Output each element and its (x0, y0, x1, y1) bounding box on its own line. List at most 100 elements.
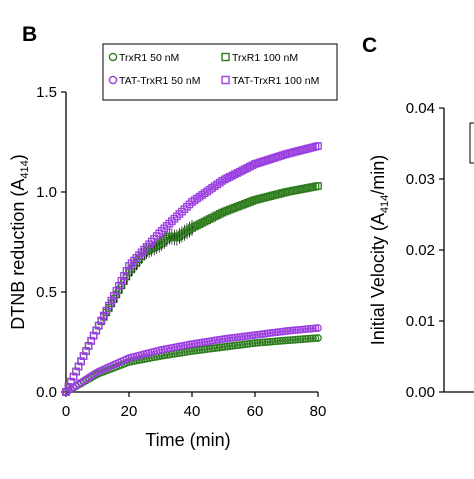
data-point (271, 337, 280, 346)
data-point (218, 208, 227, 217)
data-point (230, 203, 239, 212)
data-point (276, 152, 285, 160)
data-point (167, 232, 176, 241)
data-point (157, 239, 166, 247)
panel-b-label: B (22, 23, 37, 46)
data-point (89, 331, 98, 340)
data-point (281, 336, 290, 345)
data-point (94, 321, 103, 330)
data-point (258, 338, 267, 347)
data-point (296, 325, 305, 334)
data-point (185, 200, 194, 209)
data-point (278, 151, 287, 160)
data-point (110, 291, 118, 300)
data-point (162, 222, 171, 230)
legend-marker-tat-trxr1-50 (108, 75, 118, 85)
data-point (301, 325, 310, 334)
data-point (223, 206, 232, 215)
data-point (157, 226, 166, 235)
panel-b: B TrxR1 50 nM TrxR1 100 nM TAT-TrxR1 50 … (8, 23, 338, 450)
data-point (251, 160, 259, 168)
data-point (273, 152, 282, 161)
data-point (215, 210, 224, 218)
data-point (283, 336, 292, 345)
data-point (87, 336, 96, 345)
data-point (261, 338, 269, 347)
data-point (170, 214, 179, 223)
c-y-tick-label: 0.04 (406, 100, 435, 117)
data-point (107, 296, 116, 305)
data-point (266, 337, 274, 346)
data-point (291, 326, 300, 335)
data-point (69, 372, 78, 381)
data-point (291, 335, 300, 344)
data-point (256, 158, 264, 167)
data-point (314, 324, 322, 332)
data-point (74, 362, 83, 371)
data-point (296, 335, 305, 344)
panel-b-y-title-end: ) (8, 154, 28, 160)
data-point (256, 338, 264, 347)
panel-b-data (62, 142, 322, 396)
data-point (286, 326, 295, 335)
data-point (299, 335, 307, 344)
panel-c-label: C (362, 34, 377, 57)
data-point (266, 155, 274, 164)
data-point (314, 334, 322, 342)
data-point (82, 347, 91, 355)
data-point (251, 339, 259, 347)
legend-box (102, 43, 338, 101)
data-point (160, 224, 169, 233)
x-tick-label: 0 (62, 403, 70, 420)
data-point (115, 286, 123, 294)
data-point (248, 161, 257, 170)
data-point (299, 325, 307, 334)
data-point (304, 334, 312, 343)
c-y-tick-label: 0.02 (406, 242, 435, 259)
data-point (311, 324, 320, 333)
legend-marker-trxr1-100 (221, 52, 230, 62)
data-point (79, 352, 88, 361)
data-point (253, 338, 262, 347)
data-point (167, 217, 176, 226)
data-point (64, 383, 73, 391)
panel-c-y-title-sub: 414 (379, 195, 391, 213)
data-point (84, 342, 93, 350)
data-point (306, 334, 315, 343)
x-tick-label: 80 (310, 403, 327, 420)
panel-c: C 0.00 0.01 0.02 0.03 0.04 Initial Velocity … (362, 34, 474, 401)
data-point (233, 202, 242, 211)
data-point (293, 326, 302, 334)
panel-b-y-title: DTNB reduction (A414) (8, 154, 31, 329)
data-point (243, 199, 252, 207)
data-point (178, 207, 186, 216)
data-point (99, 311, 108, 320)
data-point (120, 272, 128, 280)
data-point (286, 336, 295, 344)
legend-label-trxr1-50: TrxR1 50 nM (119, 52, 179, 64)
data-point (180, 205, 189, 214)
data-point (102, 306, 111, 315)
data-point (238, 200, 247, 209)
legend-marker-tat-trxr1-100 (221, 75, 230, 85)
data-point (220, 207, 229, 216)
data-point (165, 219, 174, 228)
panel-b-y-title-sub: 414 (19, 160, 31, 178)
data-point (293, 335, 302, 344)
y-tick-label: 0.5 (36, 284, 57, 301)
data-point (248, 197, 257, 205)
data-point (228, 204, 237, 213)
data-point (236, 201, 244, 210)
data-point (278, 336, 287, 345)
data-point (122, 267, 131, 275)
data-point (309, 324, 317, 333)
data-point (309, 334, 317, 343)
data-point (263, 338, 272, 346)
data-point (288, 326, 297, 335)
data-point (314, 142, 322, 150)
data-point (175, 210, 184, 218)
data-point (301, 335, 310, 343)
data-point (67, 377, 75, 386)
data-point (304, 325, 312, 333)
